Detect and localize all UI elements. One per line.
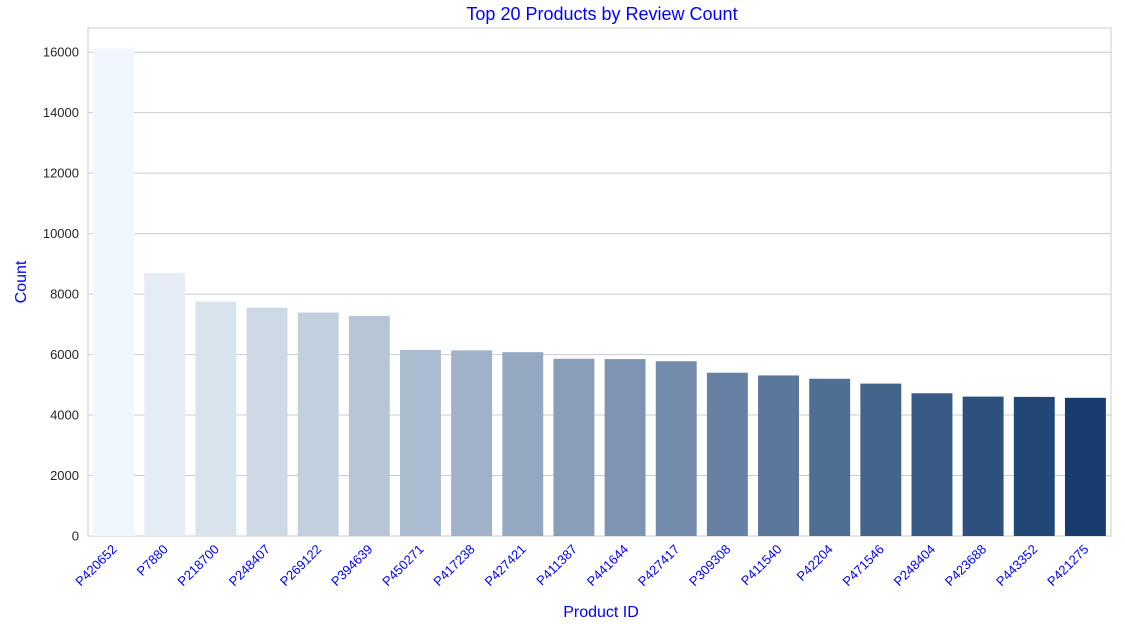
chart-title: Top 20 Products by Review Count — [466, 4, 737, 24]
x-tick-label: P411387 — [533, 542, 580, 589]
bar-P443352 — [1013, 396, 1055, 536]
y-tick-label: 0 — [72, 529, 79, 544]
bar-P309308 — [706, 372, 748, 536]
x-tick-label: P427417 — [635, 542, 682, 589]
x-tick-label: P248404 — [891, 542, 938, 589]
x-tick-label: P420652 — [72, 542, 119, 589]
bar-P441644 — [604, 359, 646, 536]
bar-P248404 — [911, 393, 953, 536]
x-tick-label: P309308 — [686, 542, 733, 589]
bar-P471546 — [860, 383, 902, 536]
bar-P7880 — [144, 272, 186, 536]
bar-P427417 — [655, 361, 697, 536]
bar-P42204 — [809, 378, 851, 536]
plot-frame — [87, 27, 1112, 537]
y-axis-ticks: 0 2000 4000 6000 8000 10000 12000 14000 16000 — [43, 45, 79, 544]
bar-P423688 — [962, 396, 1004, 536]
grid-lines — [88, 51, 1111, 537]
x-tick-label: P417238 — [430, 542, 477, 589]
y-tick-label: 4000 — [50, 408, 79, 423]
x-tick-label: P394639 — [328, 542, 375, 589]
y-tick-label: 12000 — [43, 166, 79, 181]
bar-P421275 — [1064, 397, 1106, 536]
x-tick-label: P218700 — [175, 542, 222, 589]
bar-P248407 — [246, 307, 288, 536]
x-tick-label: P471546 — [840, 542, 887, 589]
bar-P420652 — [93, 48, 135, 537]
bar-P411387 — [553, 358, 595, 536]
y-tick-label: 14000 — [43, 105, 79, 120]
x-tick-label: P411540 — [738, 542, 785, 589]
x-tick-label: P450271 — [379, 542, 426, 589]
bar-P411540 — [758, 375, 799, 536]
x-axis-label: Product ID — [563, 604, 639, 621]
bar-P269122 — [297, 312, 339, 536]
y-tick-label: 6000 — [50, 347, 79, 362]
y-tick-label: 2000 — [50, 468, 79, 483]
y-tick-label: 16000 — [43, 45, 79, 60]
x-tick-label: P441644 — [584, 542, 631, 589]
x-tick-label: P443352 — [993, 542, 1040, 589]
x-tick-label: P421275 — [1044, 542, 1091, 589]
x-tick-label: P248407 — [226, 542, 273, 589]
bar-P450271 — [400, 350, 441, 536]
bar-P394639 — [348, 315, 390, 536]
x-axis-ticks: P420652 P7880 P218700 P248407 P269122 P394639… — [72, 542, 1091, 589]
bar-P218700 — [195, 301, 237, 536]
bar-P427421 — [502, 352, 544, 536]
x-tick-label: P427421 — [481, 542, 528, 589]
x-tick-label: P42204 — [793, 542, 835, 584]
bar-P417238 — [451, 350, 493, 536]
x-tick-label: P269122 — [277, 542, 324, 589]
x-tick-label: P423688 — [942, 542, 989, 589]
y-tick-label: 8000 — [50, 287, 79, 302]
x-tick-label: P7880 — [134, 542, 171, 579]
y-axis-label: Count — [13, 260, 30, 303]
y-tick-label: 10000 — [43, 226, 79, 241]
bars — [93, 48, 1106, 537]
